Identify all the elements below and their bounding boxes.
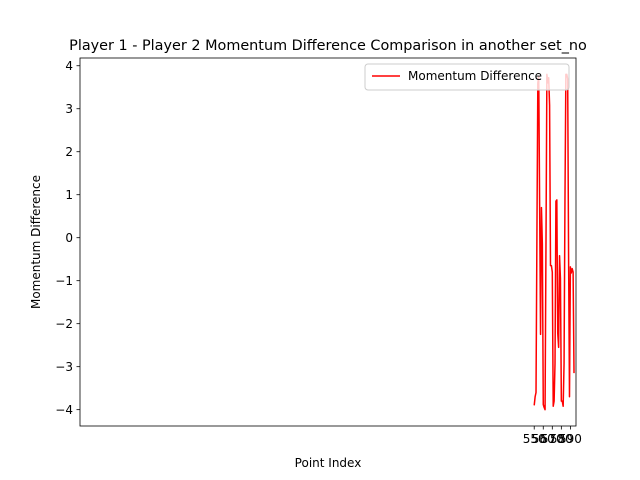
y-tick-label: 0	[65, 231, 73, 245]
y-tick-label: 1	[65, 188, 73, 202]
y-tick-label: −3	[55, 360, 73, 374]
x-tick-label: 560	[532, 432, 555, 446]
legend-box	[364, 63, 570, 91]
y-tick-label: −2	[55, 317, 73, 331]
y-tick-label: −1	[55, 274, 73, 288]
x-tick-label: 570	[541, 432, 564, 446]
y-tick-label: 3	[65, 102, 73, 116]
axes-frame	[79, 57, 577, 427]
x-tick-label: 590	[559, 432, 582, 446]
x-axis-label: Point Index	[295, 456, 362, 470]
y-axis-label: Momentum Difference	[29, 175, 43, 309]
y-tick-label: −4	[55, 403, 73, 417]
x-tick-label: 580	[550, 432, 573, 446]
y-tick-label: 2	[65, 145, 73, 159]
legend: Momentum Difference	[364, 63, 570, 91]
chart-title: Player 1 - Player 2 Momentum Difference …	[69, 38, 587, 54]
x-tick-label: 550	[523, 432, 546, 446]
legend-entry-momentum-difference: Momentum Difference	[408, 69, 542, 83]
y-tick-label: 4	[65, 59, 73, 73]
